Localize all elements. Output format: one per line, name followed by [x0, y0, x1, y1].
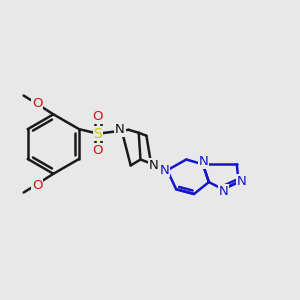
Text: O: O [93, 143, 103, 157]
Text: N: N [159, 164, 169, 177]
Text: N: N [115, 123, 125, 136]
Text: N: N [199, 155, 209, 168]
Text: O: O [32, 97, 42, 110]
Text: O: O [32, 178, 42, 192]
Text: N: N [148, 159, 158, 172]
Text: N: N [237, 175, 246, 188]
Text: S: S [94, 127, 102, 141]
Text: O: O [93, 110, 103, 123]
Text: N: N [219, 185, 229, 198]
